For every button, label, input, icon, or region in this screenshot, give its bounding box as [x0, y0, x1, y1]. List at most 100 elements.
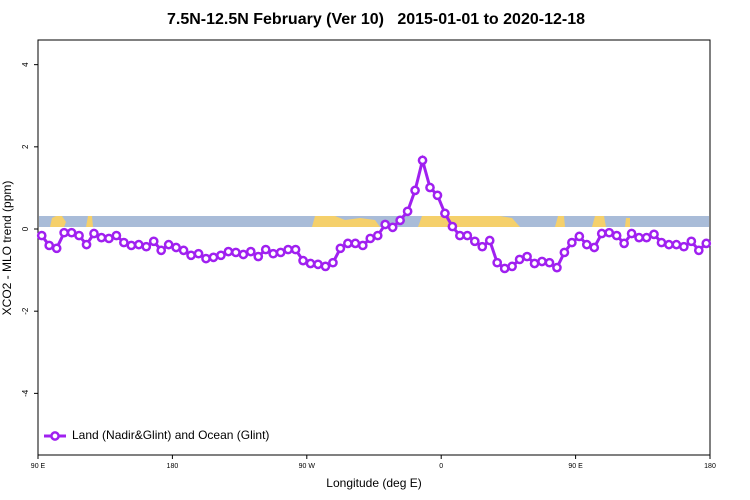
- point: [104, 233, 114, 244]
- point: [335, 243, 346, 254]
- point: [552, 262, 562, 273]
- point: [447, 221, 458, 232]
- point: [81, 239, 92, 250]
- x-tick-label: 180: [704, 463, 716, 470]
- point: [253, 251, 264, 262]
- point: [119, 237, 129, 248]
- point: [410, 185, 420, 196]
- point: [283, 244, 293, 255]
- point: [611, 230, 622, 241]
- point: [469, 236, 480, 247]
- x-axis-label: Longitude (deg E): [326, 476, 421, 490]
- point: [455, 230, 465, 241]
- point: [328, 257, 338, 268]
- land: [86, 216, 93, 227]
- point: [59, 227, 69, 238]
- point: [178, 245, 189, 256]
- point: [596, 228, 607, 239]
- point: [544, 257, 555, 268]
- point: [649, 229, 659, 240]
- point: [477, 241, 488, 252]
- land: [592, 216, 606, 227]
- point: [529, 258, 540, 269]
- point: [216, 250, 226, 261]
- point: [522, 251, 532, 262]
- x-tick-label: 90 E: [31, 463, 46, 470]
- point: [245, 246, 256, 257]
- y-tick-label: 0: [21, 226, 30, 231]
- point: [693, 245, 704, 256]
- point: [260, 244, 271, 255]
- point: [514, 254, 525, 265]
- x-tick-label: 180: [167, 463, 179, 470]
- point: [231, 247, 241, 258]
- x-tick-label: 90 E: [568, 463, 583, 470]
- land: [625, 218, 630, 227]
- point: [574, 231, 585, 242]
- land: [50, 216, 66, 227]
- point: [589, 242, 600, 253]
- point: [395, 215, 405, 226]
- point: [51, 243, 62, 254]
- point: [604, 227, 615, 238]
- legend-swatch-marker: [50, 431, 60, 441]
- point: [275, 247, 286, 258]
- y-tick-label: 4: [21, 62, 30, 67]
- point: [664, 239, 674, 250]
- point: [372, 230, 383, 241]
- point: [111, 230, 122, 241]
- point: [417, 155, 428, 166]
- point: [313, 259, 323, 270]
- point: [163, 239, 174, 250]
- point: [320, 261, 331, 272]
- point: [298, 255, 308, 266]
- point: [148, 236, 159, 247]
- point: [671, 239, 682, 250]
- point: [156, 245, 167, 256]
- land: [555, 216, 565, 227]
- point: [74, 230, 84, 241]
- land: [418, 216, 520, 227]
- point: [634, 232, 644, 243]
- point: [193, 248, 204, 259]
- point: [201, 253, 211, 264]
- point: [126, 240, 137, 251]
- point: [567, 237, 577, 248]
- point: [36, 230, 47, 241]
- x-tick-label: 0: [439, 463, 443, 470]
- x-tick-label: 90 W: [299, 463, 316, 470]
- point: [387, 222, 398, 233]
- point: [186, 250, 196, 261]
- point: [462, 230, 473, 241]
- y-tick-label: -4: [21, 389, 30, 397]
- point: [641, 232, 652, 243]
- legend: Land (Nadir&Glint) and Ocean (Glint): [44, 428, 269, 442]
- point: [537, 256, 547, 267]
- point: [141, 241, 152, 252]
- point: [133, 239, 144, 250]
- point: [343, 238, 353, 249]
- point: [499, 263, 510, 274]
- point: [492, 257, 503, 268]
- y-tick-label: 2: [21, 144, 30, 149]
- point: [619, 238, 629, 249]
- y-axis-label: XCO2 - MLO trend (ppm): [0, 181, 14, 316]
- plot-frame: [37, 39, 711, 456]
- point: [559, 247, 570, 258]
- point: [581, 239, 592, 250]
- point: [96, 232, 107, 243]
- point: [626, 228, 637, 239]
- point: [208, 252, 219, 263]
- chart-title: 7.5N-12.5N February (Ver 10) 2015-01-01 …: [167, 11, 585, 28]
- point: [425, 182, 435, 193]
- point: [507, 261, 517, 272]
- point: [402, 206, 413, 217]
- point: [44, 240, 55, 251]
- point: [89, 228, 99, 239]
- point: [171, 242, 181, 253]
- point: [238, 249, 249, 260]
- point: [484, 235, 495, 246]
- point: [686, 236, 697, 247]
